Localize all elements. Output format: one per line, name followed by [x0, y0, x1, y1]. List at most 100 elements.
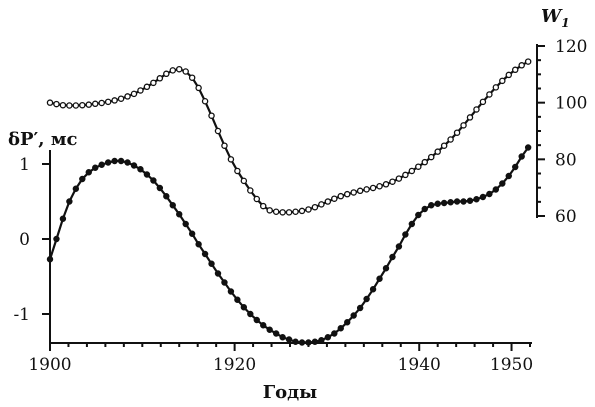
- series-1-point: [524, 144, 532, 151]
- series-0-point: [259, 202, 267, 210]
- series-0-point: [447, 136, 454, 143]
- series-1-point: [143, 171, 151, 178]
- series-1-point: [421, 205, 428, 213]
- series-0-point: [518, 62, 525, 69]
- y-left-tick-label: -1: [13, 305, 30, 325]
- series-0-point: [72, 102, 80, 109]
- series-0-point: [195, 84, 202, 92]
- series-0-point: [486, 91, 493, 98]
- series-1-point: [46, 256, 54, 263]
- series-0-point: [163, 70, 170, 78]
- series-0-point: [130, 90, 138, 98]
- series-1-point: [492, 186, 500, 193]
- series-1-point: [260, 322, 267, 329]
- series-0-point: [188, 74, 196, 81]
- series-0-point: [53, 100, 60, 108]
- series-1-point: [59, 215, 67, 222]
- series-1-point: [376, 275, 383, 282]
- series-1-point: [66, 198, 73, 205]
- series-1-point: [356, 304, 364, 312]
- series-1-point: [188, 230, 196, 237]
- series-1-point: [72, 185, 80, 192]
- series-1-point: [137, 166, 144, 173]
- series-0-point: [434, 148, 441, 155]
- series-1-point: [85, 169, 92, 176]
- series-0-point: [311, 203, 319, 211]
- series-0-point: [395, 175, 403, 182]
- series-1-point: [272, 330, 280, 337]
- series-0-point: [466, 114, 474, 121]
- series-0-point: [427, 153, 435, 161]
- series-1-point: [473, 196, 480, 203]
- series-0-point: [66, 102, 73, 109]
- series-1-point: [124, 159, 131, 166]
- series-0-point: [175, 65, 183, 73]
- series-1-point: [201, 250, 209, 258]
- series-0-point: [85, 101, 93, 108]
- series-1-point: [369, 286, 377, 293]
- y-right-axis-title: W1: [541, 6, 570, 30]
- series-0-point: [298, 207, 306, 215]
- series-1-point: [163, 193, 170, 200]
- series-1-point: [227, 288, 235, 295]
- series-0-point: [79, 101, 86, 109]
- series-0-point: [331, 195, 338, 202]
- series-1-point: [234, 296, 241, 303]
- series-0-point: [292, 208, 299, 215]
- series-1-point: [53, 235, 60, 243]
- y-right-tick-label: 80: [555, 150, 577, 170]
- series-1-point: [311, 338, 319, 345]
- x-tick-label: 1920: [213, 355, 256, 375]
- series-1-point: [98, 161, 105, 168]
- series-1-point: [182, 220, 189, 228]
- series-1-point: [428, 202, 435, 209]
- series-1-point: [156, 184, 164, 192]
- series-0-point: [492, 84, 500, 91]
- series-1-point: [344, 319, 351, 326]
- series-1-point: [460, 198, 467, 205]
- series-0-point: [473, 106, 480, 113]
- labels: δP′, мс W1 Годы: [8, 6, 570, 403]
- series-1-point: [395, 243, 403, 250]
- series-0-point: [421, 158, 429, 166]
- series-0-point: [318, 201, 325, 208]
- markers: [46, 58, 532, 346]
- series-1-point: [402, 231, 409, 238]
- series-1-point: [479, 193, 487, 201]
- series-1-point: [434, 200, 441, 207]
- y-right-tick-label: 120: [555, 37, 587, 57]
- series-0-point: [460, 122, 467, 129]
- series-0-point: [124, 93, 131, 100]
- series-1-point: [240, 304, 248, 311]
- series-0-point: [137, 87, 144, 94]
- series-1-point: [208, 260, 215, 267]
- series-0-point: [363, 186, 370, 193]
- series-1-point: [298, 339, 306, 346]
- series-0-point: [376, 182, 383, 190]
- series-0-line: [49, 60, 529, 214]
- series-0-point: [272, 208, 280, 215]
- series-1-point: [92, 164, 99, 171]
- series-1-point: [279, 334, 286, 341]
- series-0-point: [208, 112, 215, 119]
- series-1-point: [499, 180, 506, 187]
- series-0-point: [143, 83, 151, 91]
- series-0-point: [59, 101, 67, 109]
- series-1-point: [440, 199, 448, 207]
- series-0-point: [111, 97, 118, 104]
- series-0-point: [440, 142, 448, 149]
- series-0-point: [227, 156, 235, 163]
- series-0-point: [91, 100, 99, 108]
- series-0-point: [479, 98, 487, 106]
- series-1-point: [117, 157, 125, 165]
- y-right-tick-label: 60: [555, 207, 577, 227]
- series-1-point: [266, 326, 273, 333]
- series-0-point: [279, 209, 286, 216]
- series-1-point: [285, 336, 293, 343]
- series-1-point: [111, 157, 118, 165]
- series-0-point: [389, 178, 396, 185]
- series-0-point: [150, 79, 157, 87]
- y-left-axis-title: δP′, мс: [8, 129, 77, 150]
- series-0-point: [98, 99, 105, 107]
- series-1-point: [408, 220, 416, 228]
